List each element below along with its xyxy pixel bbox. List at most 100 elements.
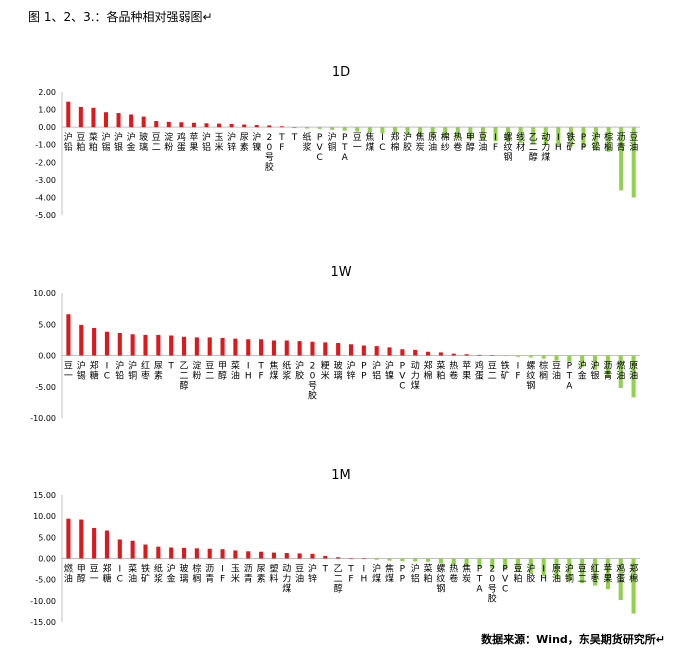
category-label: 苹果: [462, 360, 471, 382]
y-tick-label: 5.00: [38, 533, 56, 542]
category-label: 淀粉: [192, 360, 201, 382]
category-label: 豆二: [578, 564, 587, 585]
bar: [605, 355, 610, 378]
bar: [117, 333, 122, 356]
bar: [413, 349, 418, 356]
bar: [259, 551, 264, 559]
bar: [556, 127, 561, 146]
category-label: 豆二: [152, 132, 161, 153]
category-label: 鸡蛋: [177, 131, 186, 153]
category-label: 纸浆: [303, 131, 312, 153]
bar: [506, 127, 511, 143]
category-label: 乙二醇: [529, 132, 538, 163]
y-tick-label: -1.00: [35, 141, 56, 150]
bar: [490, 558, 495, 569]
bar: [348, 344, 354, 356]
category-label: 尿素: [154, 361, 163, 382]
bar: [310, 553, 315, 559]
category-label: 原油: [428, 132, 437, 153]
category-label: 郑棉: [629, 563, 638, 585]
category-label: 玻璃: [334, 360, 343, 382]
category-label: 纸浆: [282, 360, 291, 382]
bar: [156, 334, 161, 356]
bar: [292, 127, 297, 128]
bar: [305, 127, 310, 129]
bar: [554, 558, 559, 579]
category-label: 豆一: [64, 361, 73, 382]
y-tick-label: -5.00: [35, 383, 56, 392]
category-label: 菜油: [231, 360, 240, 382]
bar: [130, 540, 135, 559]
category-label: 红枣: [141, 360, 150, 382]
y-tick-label: -10.00: [30, 414, 56, 423]
bar: [631, 558, 636, 614]
category-label: 豆油: [552, 361, 561, 382]
category-label: 沪铅: [115, 360, 124, 382]
category-label: 菜油: [128, 563, 137, 585]
bar: [477, 354, 482, 356]
bar: [336, 343, 341, 356]
bar: [374, 558, 379, 560]
category-label: 焦炭: [462, 563, 471, 585]
bar: [207, 548, 212, 559]
bar: [618, 355, 623, 388]
bar: [503, 355, 508, 357]
bar: [103, 112, 108, 128]
chart-1d: 1D 2.00 1.00 0.00 -1.00 -2.00 -3.00 -4.00 -5.00 沪…: [35, 65, 640, 220]
bar: [619, 127, 624, 191]
category-label: 沥青: [617, 132, 626, 153]
bar: [426, 351, 431, 356]
bar: [297, 341, 302, 356]
bar: [455, 127, 460, 139]
bar: [400, 349, 405, 356]
bar: [480, 127, 485, 141]
bar: [518, 127, 523, 143]
category-label: 2 0 号胶: [265, 133, 274, 173]
category-label: 沪铅: [592, 131, 601, 153]
category-label: 淀粉: [164, 131, 173, 153]
bar: [541, 558, 546, 577]
bar: [194, 337, 199, 356]
category-label: T: [167, 362, 174, 372]
bar: [430, 127, 435, 137]
category-label: 沪镍: [385, 360, 394, 382]
category-label: 铁矿: [566, 131, 575, 153]
bar: [581, 127, 586, 149]
bar: [79, 519, 84, 559]
bar: [528, 558, 533, 575]
bar: [317, 127, 322, 129]
category-label: 燃油: [616, 360, 625, 382]
category-label: 纸浆: [154, 563, 163, 585]
bar: [323, 555, 328, 559]
bar: [367, 127, 372, 133]
bar: [181, 547, 187, 559]
bar: [413, 558, 418, 562]
bar: [387, 558, 392, 561]
category-label: 沥青: [244, 564, 253, 585]
category-label: 豆粕: [76, 132, 85, 153]
y-tick-label: 2.00: [38, 88, 56, 97]
bar: [631, 127, 636, 198]
category-label: 苹果: [603, 563, 612, 585]
bar: [580, 355, 585, 367]
bar: [392, 127, 397, 135]
category-label: 热卷: [453, 131, 462, 153]
y-tick-label: -15.00: [30, 618, 56, 627]
y-tick-label: 15.00: [33, 491, 56, 500]
category-label: 豆粕: [513, 564, 522, 585]
category-label: 玻璃: [180, 563, 189, 585]
bar: [543, 127, 548, 145]
category-label: 豆一: [90, 564, 99, 585]
bar: [284, 340, 289, 356]
bar: [279, 126, 284, 128]
category-label: 沪铝: [411, 563, 420, 585]
